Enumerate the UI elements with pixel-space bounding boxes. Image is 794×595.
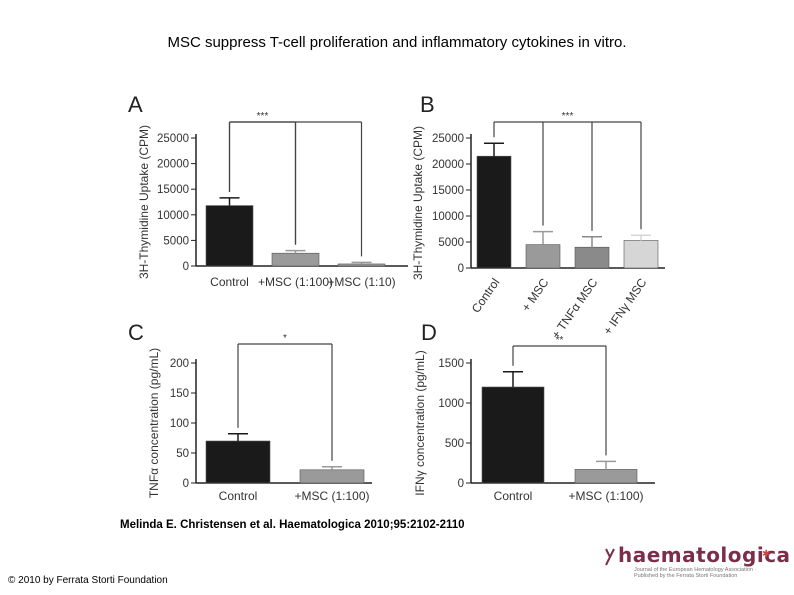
y-tick-label-c: 0 xyxy=(183,478,189,490)
significance-label-d: ** xyxy=(556,335,564,346)
y-tick-label-a: 10000 xyxy=(157,210,189,222)
y-tick-label-b: 15000 xyxy=(432,185,464,197)
y-tick-label-a: 25000 xyxy=(157,133,189,145)
y-tick-label-a: 5000 xyxy=(163,235,189,247)
y-tick-label-d: 1500 xyxy=(438,358,464,370)
x-tick-label-a: Control xyxy=(210,275,249,289)
significance-label-a: *** xyxy=(257,111,269,122)
significance-label-b: *** xyxy=(562,111,574,122)
logo-emblem-icon: ✱ xyxy=(762,549,771,560)
panel-letter-b: B xyxy=(420,92,435,117)
logo-wordmark: haematologica xyxy=(618,543,791,567)
x-tick-label-b: Control xyxy=(469,276,503,316)
panel-letter-d: D xyxy=(421,320,437,345)
y-tick-label-b: 0 xyxy=(458,263,464,275)
x-tick-label-a: +MSC (1:100) xyxy=(258,275,333,289)
bar-b-2 xyxy=(525,244,561,269)
citation: Melinda E. Christensen et al. Haematolog… xyxy=(120,519,465,531)
y-tick-label-a: 0 xyxy=(183,261,189,273)
y-tick-label-a: 20000 xyxy=(157,159,189,171)
copyright: © 2010 by Ferrata Storti Foundation xyxy=(8,575,168,586)
y-tick-label-c: 100 xyxy=(170,418,189,430)
bar-a-3 xyxy=(337,263,386,267)
logo-mark-icon xyxy=(605,548,615,566)
bar-b-3 xyxy=(574,246,610,269)
x-tick-label-b: + TNFα MSC xyxy=(549,275,601,341)
y-tick-label-c: 200 xyxy=(170,358,189,370)
bar-a-2 xyxy=(271,252,320,267)
page-title: MSC suppress T-cell proliferation and in… xyxy=(167,34,627,51)
y-tick-label-b: 5000 xyxy=(438,237,464,249)
y-axis-label-a: 3H-Thymidine Uptake (CPM) xyxy=(137,125,151,279)
x-tick-label-d: +MSC (1:100) xyxy=(568,489,643,503)
y-axis-label-d: IFNγ concentration (pg/mL) xyxy=(413,350,427,495)
panel-letter-c: C xyxy=(128,320,144,345)
y-tick-label-c: 150 xyxy=(170,388,189,400)
x-tick-label-b: + MSC xyxy=(519,275,552,314)
bar-c-2 xyxy=(299,469,365,484)
y-tick-label-b: 10000 xyxy=(432,211,464,223)
y-tick-label-d: 0 xyxy=(458,478,464,490)
x-tick-label-d: Control xyxy=(494,489,533,503)
y-tick-label-a: 15000 xyxy=(157,184,189,196)
journal-logo: haematologica Journal of the European He… xyxy=(604,543,790,579)
bar-b-1 xyxy=(476,155,512,269)
y-tick-label-b: 25000 xyxy=(432,133,464,145)
y-tick-label-d: 1000 xyxy=(438,398,464,410)
bar-c-1 xyxy=(205,440,271,484)
x-tick-label-c: +MSC (1:100) xyxy=(294,489,369,503)
y-tick-label-c: 50 xyxy=(176,448,189,460)
bar-a-1 xyxy=(205,205,254,267)
significance-label-c: * xyxy=(283,333,287,344)
y-tick-label-d: 500 xyxy=(445,438,464,450)
x-tick-label-a: +MSC (1:10) xyxy=(327,275,395,289)
bar-d-1 xyxy=(481,386,545,484)
y-axis-label-b: 3H-Thymidine Uptake (CPM) xyxy=(411,126,425,280)
x-tick-label-b: + IFNγ MSC xyxy=(600,275,649,337)
y-axis-label-c: TNFα concentration (pg/mL) xyxy=(147,348,161,498)
logo-tagline: Journal of the European Hematology Assoc… xyxy=(634,567,757,579)
bar-b-4 xyxy=(623,240,659,269)
y-tick-label-b: 20000 xyxy=(432,159,464,171)
bar-d-2 xyxy=(574,469,638,484)
panel-letter-a: A xyxy=(128,92,143,117)
x-tick-label-c: Control xyxy=(219,489,258,503)
